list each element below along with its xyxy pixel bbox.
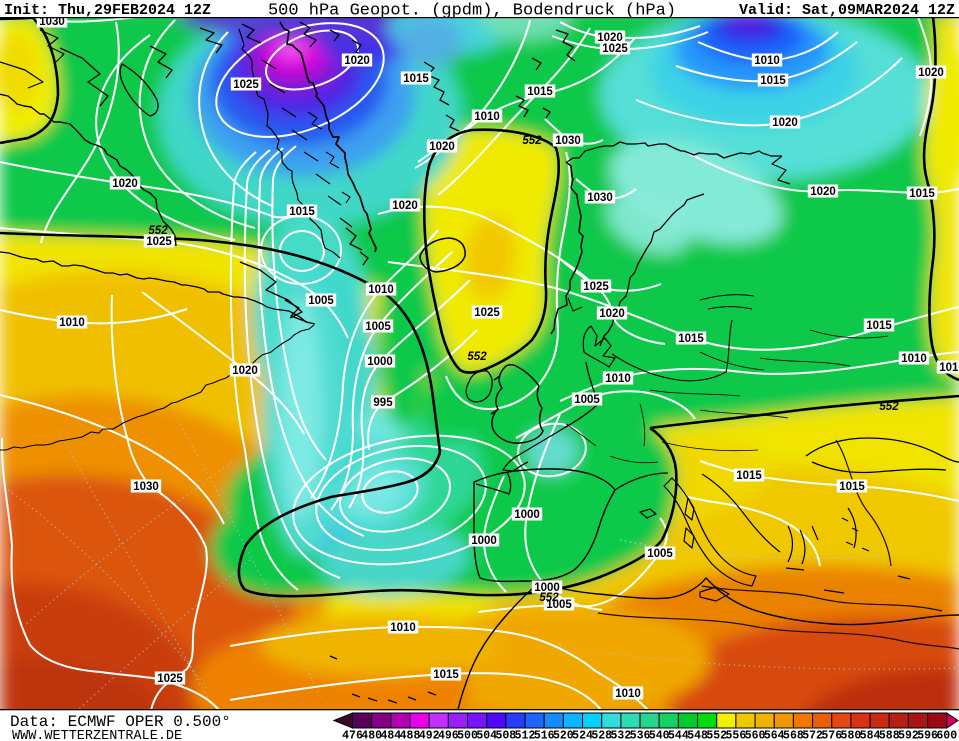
svg-text:1030: 1030 [39, 16, 65, 28]
svg-text:584: 584 [860, 730, 881, 741]
svg-text:548: 548 [687, 730, 708, 741]
svg-text:1005: 1005 [574, 394, 600, 406]
svg-text:1025: 1025 [583, 281, 609, 293]
svg-text:1025: 1025 [474, 307, 500, 319]
svg-text:600: 600 [936, 730, 957, 741]
svg-text:1000: 1000 [367, 356, 393, 368]
svg-text:1020: 1020 [429, 141, 455, 153]
svg-text:552: 552 [539, 592, 559, 604]
svg-text:1015: 1015 [678, 333, 704, 345]
svg-text:492: 492 [419, 730, 440, 741]
svg-text:552: 552 [148, 225, 168, 237]
svg-text:1010: 1010 [901, 353, 927, 365]
svg-text:588: 588 [879, 730, 900, 741]
svg-text:1015: 1015 [736, 470, 762, 482]
svg-text:1015: 1015 [433, 669, 459, 681]
svg-text:1010: 1010 [615, 688, 641, 700]
svg-text:500 hPa Geopot. (gpdm), Bodend: 500 hPa Geopot. (gpdm), Bodendruck (hPa) [268, 2, 676, 21]
svg-text:568: 568 [783, 730, 804, 741]
svg-text:540: 540 [649, 730, 670, 741]
svg-text:564: 564 [764, 730, 785, 741]
svg-text:1005: 1005 [546, 599, 572, 611]
svg-text:508: 508 [496, 730, 517, 741]
svg-text:1030: 1030 [555, 135, 581, 147]
svg-text:1025: 1025 [146, 236, 172, 248]
svg-text:1015: 1015 [289, 206, 315, 218]
svg-text:1000: 1000 [471, 535, 497, 547]
svg-text:1020: 1020 [112, 178, 138, 190]
svg-text:1005: 1005 [308, 295, 334, 307]
svg-text:516: 516 [534, 730, 555, 741]
svg-text:1000: 1000 [534, 582, 560, 594]
svg-text:1005: 1005 [365, 321, 391, 333]
svg-text:WWW.WETTERZENTRALE.DE: WWW.WETTERZENTRALE.DE [12, 729, 182, 741]
svg-text:1020: 1020 [232, 365, 258, 377]
svg-text:1020: 1020 [810, 186, 836, 198]
svg-text:496: 496 [438, 730, 459, 741]
svg-text:1010: 1010 [605, 373, 631, 385]
svg-text:504: 504 [476, 730, 497, 741]
svg-text:1025: 1025 [233, 79, 259, 91]
svg-text:1020: 1020 [772, 117, 798, 129]
svg-text:1015: 1015 [866, 320, 892, 332]
svg-text:1020: 1020 [599, 308, 625, 320]
svg-text:995: 995 [373, 397, 393, 409]
svg-text:1015: 1015 [527, 86, 553, 98]
svg-text:596: 596 [917, 730, 938, 741]
svg-text:1015: 1015 [839, 481, 865, 493]
svg-text:1020: 1020 [918, 67, 944, 79]
svg-text:1020: 1020 [392, 200, 418, 212]
svg-text:500: 500 [457, 730, 478, 741]
svg-text:556: 556 [726, 730, 747, 741]
svg-text:484: 484 [380, 730, 401, 741]
svg-text:528: 528 [591, 730, 612, 741]
svg-text:560: 560 [745, 730, 766, 741]
svg-text:488: 488 [400, 730, 421, 741]
svg-text:1010: 1010 [368, 284, 394, 296]
svg-text:520: 520 [553, 730, 574, 741]
svg-text:552: 552 [522, 135, 542, 147]
svg-text:1005: 1005 [647, 548, 673, 560]
svg-text:1010: 1010 [474, 111, 500, 123]
svg-text:580: 580 [841, 730, 862, 741]
svg-text:1010: 1010 [754, 55, 780, 67]
svg-text:1025: 1025 [157, 673, 183, 685]
svg-text:Init: Thu,29FEB2024 12Z: Init: Thu,29FEB2024 12Z [4, 2, 211, 19]
svg-text:1010: 1010 [390, 622, 416, 634]
svg-text:552: 552 [706, 730, 727, 741]
svg-text:592: 592 [898, 730, 919, 741]
svg-text:524: 524 [572, 730, 593, 741]
svg-text:552: 552 [879, 401, 899, 413]
svg-text:572: 572 [802, 730, 823, 741]
svg-text:1030: 1030 [587, 192, 613, 204]
svg-text:Valid: Sat,09MAR2024 12Z: Valid: Sat,09MAR2024 12Z [739, 2, 955, 19]
svg-text:476: 476 [342, 730, 363, 741]
svg-text:544: 544 [668, 730, 689, 741]
svg-text:Data: ECMWF OPER 0.500°: Data: ECMWF OPER 0.500° [10, 713, 231, 731]
svg-text:1015: 1015 [403, 73, 429, 85]
svg-text:1010: 1010 [59, 317, 85, 329]
svg-text:480: 480 [361, 730, 382, 741]
svg-text:1010: 1010 [939, 362, 959, 374]
svg-text:1020: 1020 [597, 32, 623, 44]
svg-text:532: 532 [611, 730, 632, 741]
svg-text:512: 512 [515, 730, 536, 741]
svg-text:552: 552 [467, 351, 487, 363]
svg-text:1000: 1000 [514, 509, 540, 521]
svg-text:1025: 1025 [602, 43, 628, 55]
svg-text:1030: 1030 [133, 481, 159, 493]
svg-text:536: 536 [630, 730, 651, 741]
svg-text:1020: 1020 [344, 55, 370, 67]
svg-text:576: 576 [821, 730, 842, 741]
svg-text:1015: 1015 [760, 75, 786, 87]
svg-text:1015: 1015 [909, 188, 935, 200]
